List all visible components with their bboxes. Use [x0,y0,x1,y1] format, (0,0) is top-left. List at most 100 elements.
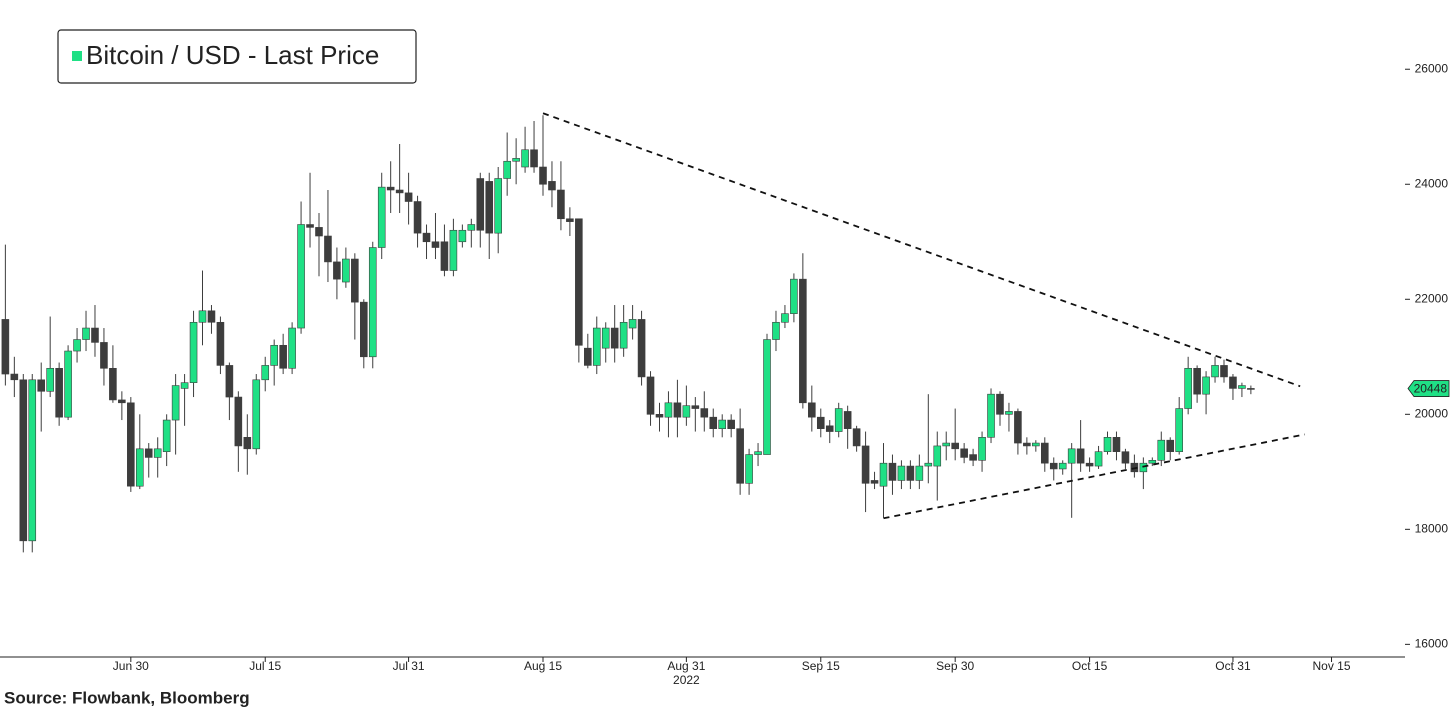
candle-body [377,186,386,248]
candle-body [745,454,753,484]
candle-body [664,402,673,418]
y-tick-label: 18000 [1415,521,1449,535]
candle-body [485,181,494,234]
candle-body [46,367,54,392]
candle-body [404,192,413,202]
y-tick-label: 22000 [1415,291,1449,305]
candle-body [628,319,637,329]
candle-body [1202,376,1210,395]
candle-body [942,442,951,447]
candle-body [261,365,270,381]
candle-body [162,419,171,452]
candle-body [557,189,565,220]
candle-body [736,428,744,484]
candle-body [100,342,108,369]
candle-body [933,445,942,467]
candle-body [1103,437,1112,452]
candle-body [1076,448,1085,464]
candle-body [333,261,341,280]
candle-body [1085,462,1094,467]
candle-body [1175,408,1183,452]
candle-body [351,258,359,303]
candle-body [1049,462,1058,470]
candle-body [360,301,368,358]
candle-body [189,321,198,383]
candle-body [539,166,547,185]
candle-body [252,379,261,450]
candle-body [1032,442,1040,447]
candle-body [915,465,924,481]
y-tick-label: 16000 [1415,637,1449,651]
candle-body [879,462,888,487]
candle-body [64,350,72,418]
candle-body [816,416,825,429]
candle-body [234,396,243,447]
candle-body [1220,365,1228,378]
candle-body [127,402,135,487]
candle-body [395,189,404,194]
legend-label: Bitcoin / USD - Last Price [86,40,379,70]
candle-body [781,313,789,323]
candle-body [449,229,458,271]
candle-body [109,367,117,401]
candle-body [118,399,126,404]
candle-body [996,393,1004,415]
candle-body [1247,388,1255,390]
candle-body [180,382,189,389]
candle-body [198,310,207,323]
candle-body [225,365,234,398]
candle-body [431,241,440,248]
candle-body [458,229,467,243]
candle-body [790,278,798,314]
candle-body [279,344,287,369]
source: Source: Flowbank, Bloomberg [4,688,250,707]
candle-body [207,310,216,323]
candle-body [969,454,977,461]
candle-body [1229,376,1237,389]
candle-body [718,419,727,429]
candle-body [987,393,995,438]
x-tick-label: Sep 15 [802,659,840,673]
candle-body [91,327,99,343]
candle-body [548,181,556,191]
y-tick-label: 26000 [1415,61,1449,75]
candle-body [1121,451,1130,464]
candle-body [655,414,664,418]
candle-body [1067,448,1076,464]
legend-box [57,29,417,84]
candle-body [960,448,968,458]
x-tick-label: Jun 30 [113,659,149,673]
candle-body [1166,439,1175,452]
candle-body [700,408,709,418]
candle-body [727,419,735,429]
candle-body [386,186,395,191]
candle-body [1094,451,1103,467]
candle-body [763,339,771,455]
candle-body [772,321,780,340]
x-tick-label: Oct 31 [1215,659,1251,673]
candle-body [861,445,870,484]
candle-body [368,247,377,358]
candle-body [566,218,574,222]
y-tick-label: 20000 [1415,406,1449,420]
candle-body [1005,411,1013,415]
candle-body [342,258,350,283]
candle-body [324,235,332,263]
candle-body [306,224,314,228]
candle-body [1023,442,1031,447]
candle-body [799,278,807,404]
y-tick-label: 24000 [1415,176,1449,190]
candle-body [37,379,46,392]
trendline [883,433,1305,520]
candle-body [297,224,305,329]
x-tick-label: Nov 15 [1313,659,1351,673]
candle-body [73,339,81,352]
candle-body [906,465,915,481]
candle-body [870,480,879,484]
candle-body [646,376,655,415]
candle-body [1238,385,1246,389]
candle-body [503,160,511,179]
candle-body [852,428,861,447]
candle-body [843,411,852,429]
